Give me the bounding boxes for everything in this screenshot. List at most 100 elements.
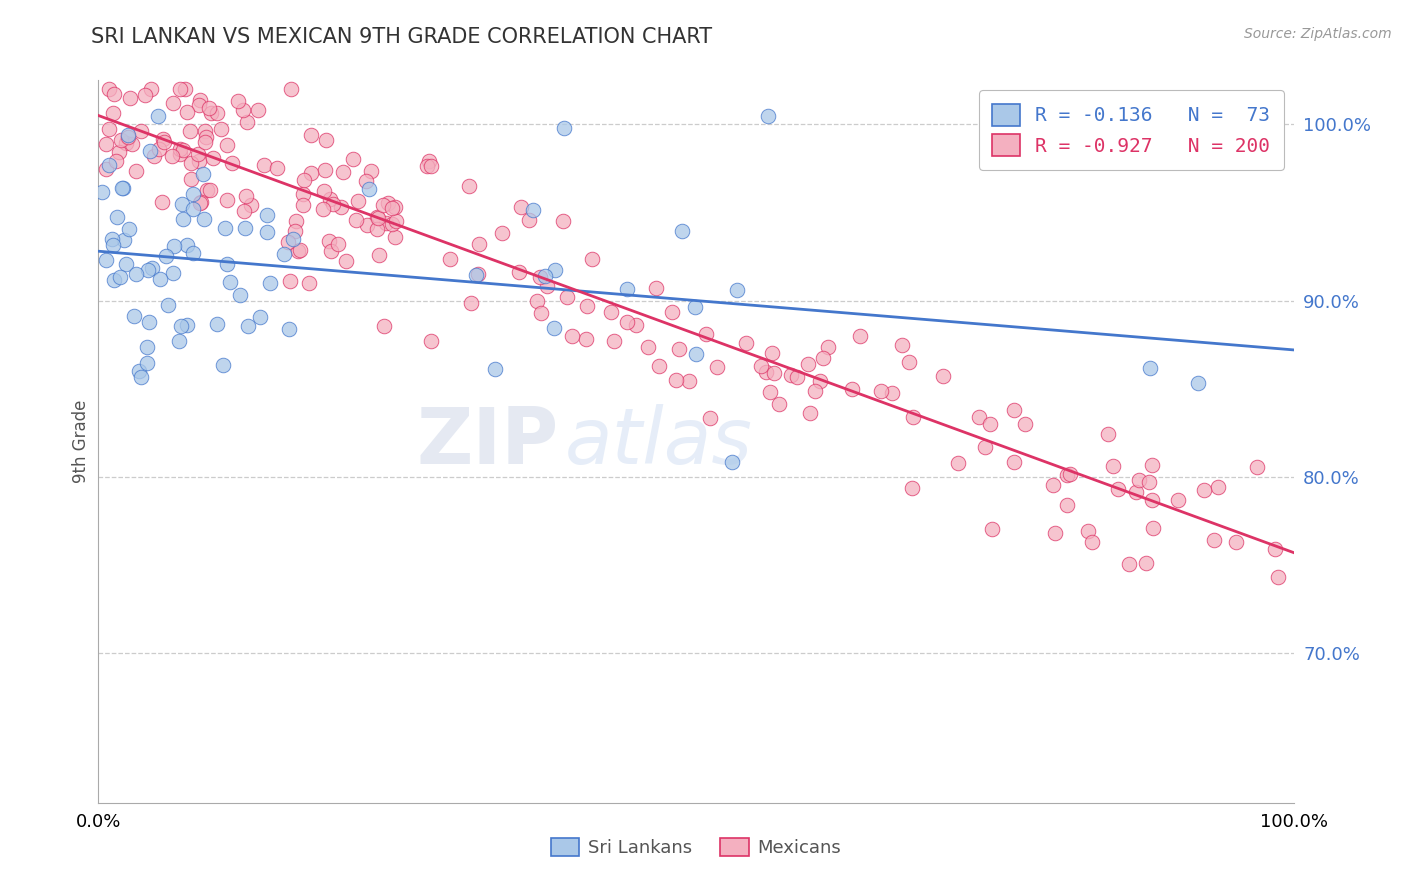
Point <box>616 315 638 329</box>
Point <box>1056 498 1078 512</box>
Point <box>645 281 668 295</box>
Point <box>188 93 211 107</box>
Point <box>786 369 808 384</box>
Point <box>273 247 295 261</box>
Point <box>103 273 125 287</box>
Point <box>256 208 278 222</box>
Point <box>460 295 482 310</box>
Point <box>205 106 228 120</box>
Point <box>768 397 790 411</box>
Point <box>239 198 262 212</box>
Point <box>229 287 252 301</box>
Point <box>218 275 240 289</box>
Point <box>152 132 174 146</box>
Point <box>247 103 270 117</box>
Point <box>648 359 671 373</box>
Point <box>211 358 233 372</box>
Point <box>668 342 690 356</box>
Point <box>342 152 364 166</box>
Point <box>188 196 211 211</box>
Point <box>195 183 218 197</box>
Point <box>122 309 145 323</box>
Point <box>169 82 191 96</box>
Point <box>890 337 912 351</box>
Point <box>817 340 839 354</box>
Point <box>235 115 257 129</box>
Point <box>1142 521 1164 535</box>
Point <box>880 385 903 400</box>
Point <box>299 166 322 180</box>
Point <box>162 148 184 162</box>
Point <box>779 368 801 383</box>
Point <box>236 319 259 334</box>
Point <box>1128 473 1150 487</box>
Point <box>1202 533 1225 547</box>
Point <box>136 356 159 370</box>
Point <box>118 222 141 236</box>
Point <box>553 120 575 135</box>
Point <box>180 156 202 170</box>
Point <box>101 105 124 120</box>
Point <box>1192 483 1215 497</box>
Point <box>1059 467 1081 482</box>
Point <box>1208 480 1230 494</box>
Point <box>1139 360 1161 375</box>
Point <box>366 210 388 224</box>
Point <box>384 200 406 214</box>
Point <box>932 369 955 384</box>
Point <box>347 194 370 208</box>
Point <box>98 158 121 172</box>
Point <box>157 298 180 312</box>
Point <box>176 318 198 332</box>
Point <box>187 147 209 161</box>
Point <box>468 236 491 251</box>
Point <box>190 194 212 209</box>
Point <box>129 124 152 138</box>
Point <box>979 417 1001 431</box>
Point <box>172 212 194 227</box>
Text: atlas: atlas <box>565 403 752 480</box>
Point <box>114 136 136 150</box>
Point <box>661 305 683 319</box>
Point <box>110 133 132 147</box>
Point <box>328 236 350 251</box>
Point <box>637 340 659 354</box>
Point <box>280 82 302 96</box>
Point <box>284 224 307 238</box>
Point <box>901 410 924 425</box>
Point <box>281 231 304 245</box>
Point <box>173 82 195 96</box>
Point <box>576 299 599 313</box>
Point <box>298 276 321 290</box>
Point <box>1107 482 1129 496</box>
Point <box>96 137 118 152</box>
Point <box>1118 557 1140 571</box>
Point <box>193 211 215 226</box>
Point <box>179 124 201 138</box>
Point <box>751 359 773 373</box>
Point <box>142 149 165 163</box>
Point <box>287 244 309 258</box>
Point <box>762 366 785 380</box>
Point <box>1139 475 1161 489</box>
Point <box>581 252 603 266</box>
Point <box>526 293 548 308</box>
Point <box>172 197 194 211</box>
Point <box>439 252 461 266</box>
Point <box>561 328 583 343</box>
Point <box>233 221 256 235</box>
Point <box>221 155 243 169</box>
Point <box>980 521 1002 535</box>
Point <box>200 105 222 120</box>
Point <box>155 249 177 263</box>
Point <box>626 318 648 333</box>
Point <box>381 218 404 232</box>
Point <box>330 201 353 215</box>
Point <box>117 128 139 142</box>
Point <box>870 384 893 399</box>
Point <box>385 214 408 228</box>
Point <box>118 91 141 105</box>
Point <box>419 334 441 348</box>
Point <box>277 322 299 336</box>
Point <box>415 159 437 173</box>
